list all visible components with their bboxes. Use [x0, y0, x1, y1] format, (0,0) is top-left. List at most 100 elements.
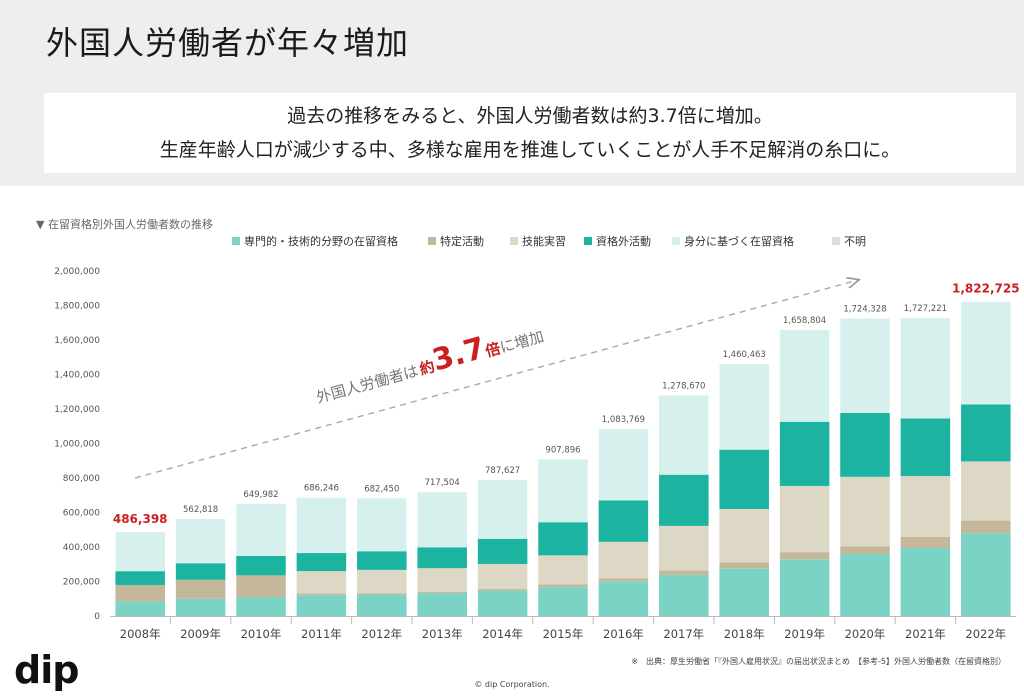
x-tick-label: 2013年 [422, 627, 463, 641]
bar-segment [477, 563, 528, 590]
annotation-prefix: 外国人労働者は [314, 362, 420, 407]
trend-arrow [134, 280, 858, 479]
bar-segment [719, 568, 769, 616]
y-tick-label: 1,200,000 [54, 405, 100, 415]
bar-segment [175, 598, 226, 616]
x-tick-label: 2018年 [724, 627, 765, 641]
x-tick-label: 2017年 [663, 627, 704, 641]
bar-segment [296, 553, 347, 572]
bar-segment [840, 476, 890, 547]
total-labels-group: 486,398 562,818 649,982 686,246 682,450 717,5… [113, 282, 1020, 526]
summary-box: 過去の推移をみると、外国人労働者数は約3.7倍に増加。 生産年齢人口が減少する中… [44, 93, 1016, 173]
bars-group [115, 301, 1011, 616]
legend-swatch-unknown [832, 237, 840, 245]
bar-segment [900, 536, 951, 548]
bar-segment [538, 459, 588, 523]
bar-segment [840, 412, 890, 477]
y-axis: 0 200,000 400,000 600,000 800,000 1,000,000 1,… [54, 267, 100, 622]
bar-segment [236, 503, 286, 556]
bar-segment [900, 318, 951, 419]
legend-label-professional: 専門的・技術的分野の在留資格 [244, 235, 398, 248]
bar-segment [296, 571, 347, 594]
total-label: 1,460,463 [723, 350, 766, 360]
legend-swatch-professional [232, 237, 240, 245]
bar-segment [961, 461, 1011, 521]
y-tick-label: 600,000 [63, 509, 100, 519]
bar-segment [115, 532, 165, 572]
total-label: 1,724,328 [843, 305, 886, 315]
legend-swatch-specified [428, 237, 436, 245]
bar-segment [779, 559, 830, 616]
x-tick-label: 2020年 [845, 627, 886, 641]
bar-segment [900, 476, 951, 537]
bar-segment [840, 318, 890, 413]
legend-label-specified: 特定活動 [440, 235, 484, 248]
x-tick-label: 2021年 [905, 627, 946, 641]
bar-segment [357, 594, 407, 616]
bar-segment [900, 418, 951, 477]
bar-segment [477, 590, 528, 616]
bar-segment [417, 568, 467, 592]
x-axis: 2008年 2009年 2010年 2011年 2012年 2013年 2014年 2015年… [110, 616, 1016, 641]
bar-segment [598, 578, 649, 582]
bar-segment [598, 581, 649, 616]
bar-segment [538, 584, 588, 588]
legend-label-unknown: 不明 [844, 235, 866, 248]
bar-segment [779, 421, 830, 486]
dip-logo: dip [14, 648, 79, 692]
bar-segment [115, 601, 165, 616]
bar-segment [961, 533, 1011, 616]
y-tick-label: 1,400,000 [54, 371, 100, 381]
total-label: 562,818 [183, 505, 218, 515]
annotation-suffix: に増加 [498, 327, 546, 356]
y-tick-label: 1,600,000 [54, 336, 100, 346]
y-tick-label: 800,000 [63, 474, 100, 484]
x-tick-label: 2008年 [120, 627, 161, 641]
summary-line-1: 過去の推移をみると、外国人労働者数は約3.7倍に増加。 [287, 105, 773, 127]
legend-swatch-status-based [672, 237, 680, 245]
x-tick-label: 2019年 [784, 627, 825, 641]
bar-segment [296, 593, 347, 596]
page-title: 外国人労働者が年々増加 [46, 24, 410, 62]
bar-segment [659, 525, 709, 571]
total-label: 1,822,725 [952, 282, 1020, 296]
bar-segment [538, 522, 588, 556]
bar-segment [477, 480, 528, 539]
bar-segment [477, 589, 528, 591]
chart-section-label: ▼ 在留資格別外国人労働者数の推移 [36, 218, 213, 231]
total-label: 649,982 [243, 490, 278, 500]
bar-segment [115, 584, 165, 602]
legend-swatch-outside-status [584, 237, 592, 245]
total-label: 1,727,221 [904, 304, 947, 314]
bar-segment [296, 595, 347, 616]
bar-segment [598, 500, 649, 542]
bar-segment [175, 518, 226, 564]
bar-segment [719, 562, 769, 569]
total-label: 1,658,804 [783, 316, 826, 326]
bar-segment [236, 575, 286, 597]
total-label: 682,450 [364, 484, 399, 494]
bar-segment [357, 498, 407, 552]
bar-segment [417, 547, 467, 569]
legend-swatch-technical-intern [510, 237, 518, 245]
annotation-yaku: 約 [418, 357, 437, 378]
trend-annotation: 外国人労働者は約3.7倍に増加 [311, 315, 547, 411]
y-tick-label: 200,000 [63, 578, 100, 588]
source-note: ※ 出典：厚生労働省「『外国人雇用状況』の届出状況まとめ 【参考-5】外国人労働… [631, 657, 1006, 666]
bar-segment [961, 404, 1011, 462]
annotation-multiplier: 3.7 [429, 331, 490, 379]
bar-segment [417, 593, 467, 616]
total-label: 486,398 [113, 512, 168, 526]
bar-segment [296, 497, 347, 554]
x-tick-label: 2014年 [482, 627, 523, 641]
bar-segment [538, 555, 588, 585]
y-tick-label: 400,000 [63, 543, 100, 553]
bar-segment [779, 329, 830, 422]
summary-line-2: 生産年齢人口が減少する中、多様な雇用を推進していくことが人手不足解消の糸口に。 [159, 139, 901, 161]
bar-segment [719, 364, 769, 450]
y-tick-label: 1,800,000 [54, 302, 100, 312]
bar-segment [236, 596, 286, 616]
bar-segment [659, 574, 709, 616]
stacked-bar-chart: 0 200,000 400,000 600,000 800,000 1,000,000 1,… [54, 267, 1020, 641]
legend-label-technical-intern: 技能実習 [522, 235, 566, 248]
